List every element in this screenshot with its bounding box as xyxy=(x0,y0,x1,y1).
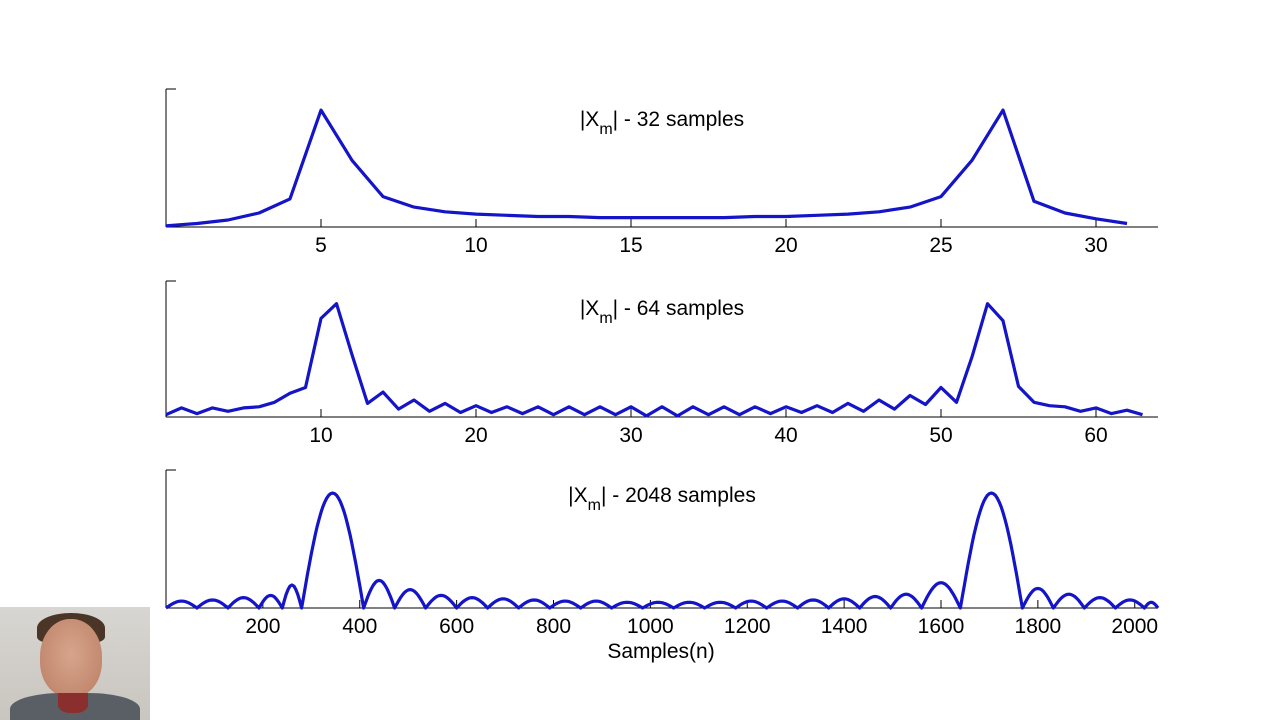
x-tick-label: 15 xyxy=(619,234,642,257)
panel-title: |Xm| - 2048 samples xyxy=(568,484,756,514)
x-tick-label: 2000 xyxy=(1111,615,1158,638)
magnitude-series-line xyxy=(165,491,1160,610)
x-tick-label: 30 xyxy=(619,424,642,447)
x-tick-label: 5 xyxy=(315,234,327,257)
x-tick-label: 1400 xyxy=(821,615,868,638)
x-tick-label: 200 xyxy=(245,615,280,638)
spectrum-panel-3: 200 400 600 800 1000 1200 1400 1600 1800 2000 |Xm|… xyxy=(165,469,1160,663)
x-tick-label: 60 xyxy=(1084,424,1107,447)
x-tick-label: 1000 xyxy=(627,615,674,638)
title-subscript: m xyxy=(588,497,601,514)
magnitude-series-line xyxy=(165,302,1143,418)
title-rest: | - 2048 samples xyxy=(601,484,756,507)
title-rest: | - 64 samples xyxy=(613,297,745,320)
x-axis-label: Samples(n) xyxy=(607,640,714,663)
title-rest: | - 32 samples xyxy=(613,108,745,131)
panel-title: |Xm| - 32 samples xyxy=(580,108,744,138)
x-tick-label: 1200 xyxy=(724,615,771,638)
panel-title: |Xm| - 64 samples xyxy=(580,297,744,327)
x-tick-label: 50 xyxy=(929,424,952,447)
x-tick-label: 800 xyxy=(536,615,571,638)
x-tick-label: 20 xyxy=(774,234,797,257)
title-base: |X xyxy=(580,108,599,131)
x-tick-label: 40 xyxy=(774,424,797,447)
presenter-collar xyxy=(58,693,88,713)
presenter-head xyxy=(40,619,102,697)
x-tick-label: 25 xyxy=(929,234,952,257)
x-tick-label: 10 xyxy=(309,424,332,447)
x-tick-label: 20 xyxy=(464,424,487,447)
title-subscript: m xyxy=(599,310,612,327)
title-base: |X xyxy=(568,484,587,507)
spectrum-panel-1: 5 10 15 20 25 30 |Xm| - 32 samples xyxy=(165,88,1158,257)
title-base: |X xyxy=(580,297,599,320)
title-subscript: m xyxy=(599,121,612,138)
presenter-webcam-inset xyxy=(0,607,150,720)
spectrum-panel-2: 10 20 30 40 50 60 |Xm| - 64 samples xyxy=(165,280,1158,447)
magnitude-series-line xyxy=(165,108,1128,228)
x-tick-label: 10 xyxy=(464,234,487,257)
x-tick-label: 600 xyxy=(439,615,474,638)
x-tick-label: 1600 xyxy=(918,615,965,638)
x-tick-label: 400 xyxy=(342,615,377,638)
x-tick-label: 1800 xyxy=(1015,615,1062,638)
x-tick-label: 30 xyxy=(1084,234,1107,257)
